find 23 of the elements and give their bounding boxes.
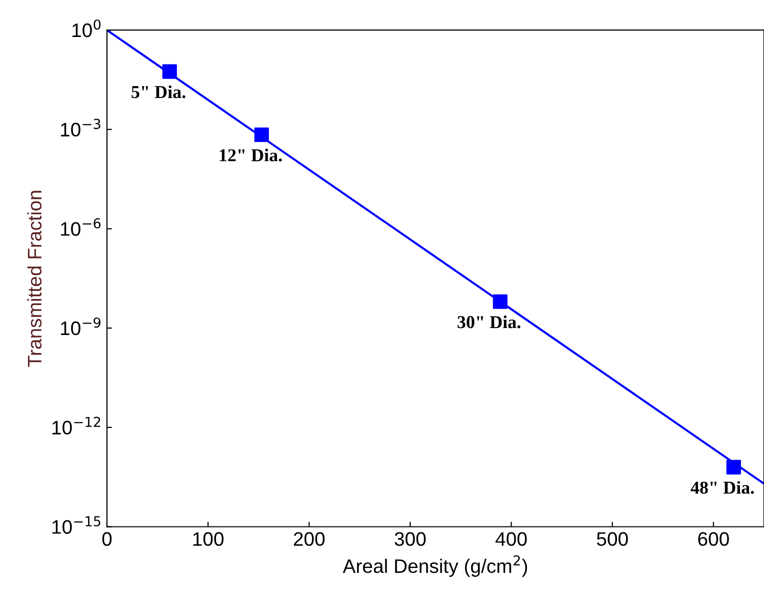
x-tick-label: 300 [394,532,426,546]
annotation: 5" Dia. [132,85,186,98]
point [254,127,269,142]
x-tick-label: 400 [496,532,527,546]
x-tick-label: 600 [698,532,729,546]
y-tick-label: 10$^{−12}$ [52,416,100,435]
point [162,64,177,79]
x-tick-label: 200 [294,532,325,546]
x-tick-label: 0 [102,532,112,546]
point [492,294,508,309]
y-tick-label: 10$^{−9}$ [61,317,100,336]
y-tick-label: 10$^{0}$ [72,19,101,38]
annotation: 12" Dia. [220,148,282,162]
annotation: 30" Dia. [458,316,520,328]
y-tick-label: 10$^{−15}$ [52,516,100,534]
x-tick-label: 500 [596,532,628,546]
annotation: 48" Dia. [690,481,754,494]
y-tick-label: 10$^{−6}$ [61,218,101,236]
x-axis-title: Areal Density (g/cm$^{2}$) [342,555,528,577]
point [726,460,741,474]
x-tick-label: 100 [193,532,224,546]
y-axis-title: Transmitted Fraction [27,190,42,367]
y-tick-label: 10$^{−3}$ [61,118,100,137]
